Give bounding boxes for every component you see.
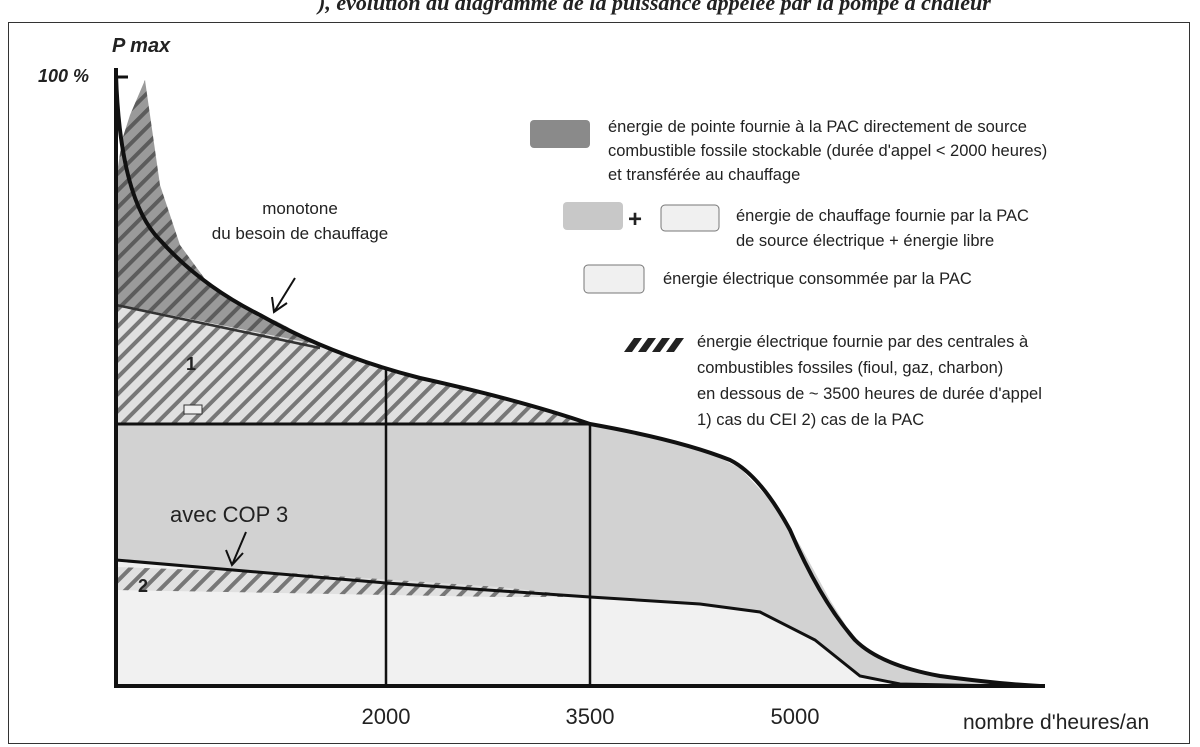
legend-fossil-line-3: en dessous de ~ 3500 heures de durée d'a… (697, 385, 1042, 403)
curve-label-line-1: monotone (262, 199, 338, 218)
curve-label-line-2: du besoin de chauffage (212, 224, 388, 243)
level-line-top (115, 303, 321, 350)
region-1-marker (183, 404, 203, 415)
cop3-line (115, 558, 1001, 688)
curve-pointer-arrowhead (271, 296, 288, 314)
legend-swatch-peak (530, 120, 590, 148)
curve-pointer-arrow (273, 277, 296, 313)
legend-swatch-fossil-plants (624, 338, 684, 352)
cop-pointer-arrowhead (225, 549, 244, 567)
y-axis-label: P max (112, 35, 171, 57)
legend-swatch-heating-a (563, 202, 623, 230)
x-tick-label-3500: 3500 (566, 704, 615, 729)
y-top-label: 100 % (38, 66, 89, 86)
header-fragment-text: ), évolution du diagramme de la puissanc… (318, 0, 991, 15)
heating-energy-area (116, 424, 1040, 686)
legend-heating-line-2: de source électrique + énergie libre (736, 232, 994, 250)
legend-fossil-line-2: combustibles fossiles (fioul, gaz, charb… (697, 359, 1003, 377)
region-1-label: 1 (186, 354, 196, 374)
x-tick-label-2000: 2000 (362, 704, 411, 729)
x-axis-label: nombre d'heures/an (963, 711, 1149, 734)
x-tick-label-5000: 5000 (771, 704, 820, 729)
legend-swatch-heating-b (660, 204, 720, 232)
legend-swatch-electric (583, 264, 645, 294)
legend-peak-line-1: énergie de pointe fournie à la PAC direc… (608, 118, 1027, 136)
cop-pointer-arrow (231, 531, 247, 566)
region-1-hatched-area (116, 305, 590, 424)
legend-heating-plus: + (628, 206, 642, 233)
cop-label: avec COP 3 (170, 502, 288, 527)
page-header-fragment: ), évolution du diagramme de la puissanc… (0, 0, 1200, 22)
region-2-label: 2 (138, 576, 148, 596)
legend-peak-line-2: combustible fossile stockable (durée d'a… (608, 142, 1047, 160)
legend-electric-line-1: énergie électrique consommée par la PAC (663, 270, 972, 288)
legend-fossil-line-1: énergie électrique fournie par des centr… (697, 333, 1029, 351)
legend-heating-line-1: énergie de chauffage fournie par la PAC (736, 207, 1029, 225)
figure-frame (8, 22, 1190, 744)
peak-energy-area (116, 80, 320, 345)
demand-curve (114, 74, 1041, 688)
legend-fossil-line-4: 1) cas du CEI 2) cas de la PAC (697, 411, 924, 429)
legend-peak-line-3: et transférée au chauffage (608, 166, 800, 184)
